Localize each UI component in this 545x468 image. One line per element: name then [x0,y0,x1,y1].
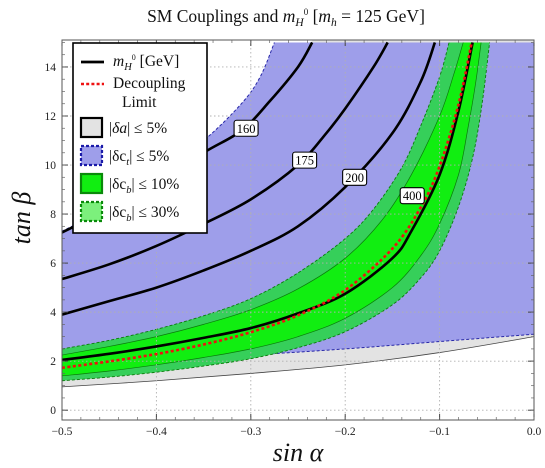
x-tick-label: −0.4 [146,426,167,438]
region-delta-ct-edge-lower [62,333,534,365]
contour-label-box [233,119,259,137]
y-axis-label: tan β [7,192,36,245]
legend: mH0 [GeV] Decoupling Limit |δa| ≤ 5% |δc… [72,42,208,234]
legend-label-delta-a: |δa| ≤ 5% [109,120,167,137]
contour-label-text: 175 [295,154,314,168]
y-tick-label: 12 [45,111,57,123]
chart-title-var2: m [318,6,331,26]
decoupling-limit-line [62,42,473,370]
contour-label-text: 200 [345,171,364,185]
axes: −0.5 −0.4 −0.3 −0.2 −0.1 0.0 0 2 4 6 8 10 12 14 [45,40,542,438]
contour-label-box [399,187,425,205]
plot-frame [61,39,535,421]
legend-swatch-delta-cb10 [79,172,104,195]
y-tick-label: 6 [50,258,56,270]
contour-line-400 [62,42,474,362]
region-delta-cb30-edge-lower [62,42,491,382]
region-delta-ct [62,42,534,364]
contour-label-175: 175 [292,151,318,169]
region-delta-cb10-edge-upper [62,42,464,356]
legend-swatch-delta-cb30 [79,200,104,223]
legend-label-mass: mH0 [GeV] [113,53,179,73]
chart-title-sup: 0 [304,7,309,17]
x-tick-label: −0.2 [335,426,356,438]
y-tick-label: 8 [50,209,56,221]
y-tick-label: 10 [45,160,57,172]
legend-label-decoupling: Decoupling [113,75,186,92]
region-delta-a-edge-lower [62,336,534,388]
x-tick-label: −0.5 [52,426,73,438]
chart-title-sub2: h [331,17,337,29]
legend-swatch-delta-a [79,116,104,139]
contour-label-box [342,168,368,186]
contour-label-400: 400 [399,187,425,205]
legend-label-delta-ct: |δct| ≤ 5% [109,148,169,168]
y-tick-label: 2 [50,356,56,368]
contour-label-160: 160 [233,119,259,137]
chart-title: SM Couplings and mH0 [mh = 125 GeV] [147,6,425,29]
x-axis-label: sin α [273,438,325,467]
chart-title-pre: SM Couplings and [147,6,283,26]
x-tick-label: −0.1 [429,426,450,438]
chart-title-post2: = 125 GeV] [337,6,425,26]
chart-title-var: m [283,6,296,26]
contour-line-175 [62,41,389,281]
chart-title-sub: H [294,17,304,29]
contour-label-text: 400 [403,189,422,203]
legend-label-decoupling-2: Limit [122,94,157,111]
region-delta-cb10-edge-lower [62,42,482,377]
y-tick-label: 4 [50,307,56,319]
region-delta-cb10 [62,42,482,376]
contour-line-200 [62,42,437,316]
chart-title-post: [ [308,6,318,26]
region-delta-cb30 [62,42,490,381]
legend-swatch-delta-ct [79,144,104,167]
contour-label-200: 200 [342,168,368,186]
x-tick-label: 0.0 [527,426,542,438]
x-tick-label: −0.3 [240,426,261,438]
plot-inner: 160 175 200 400 [62,40,534,420]
y-tick-label: 14 [45,62,57,74]
contour-label-text: 160 [237,122,256,136]
y-tick-label: 0 [50,405,56,417]
region-delta-cb30-edge-upper [62,42,450,350]
contour-label-box [292,151,318,169]
